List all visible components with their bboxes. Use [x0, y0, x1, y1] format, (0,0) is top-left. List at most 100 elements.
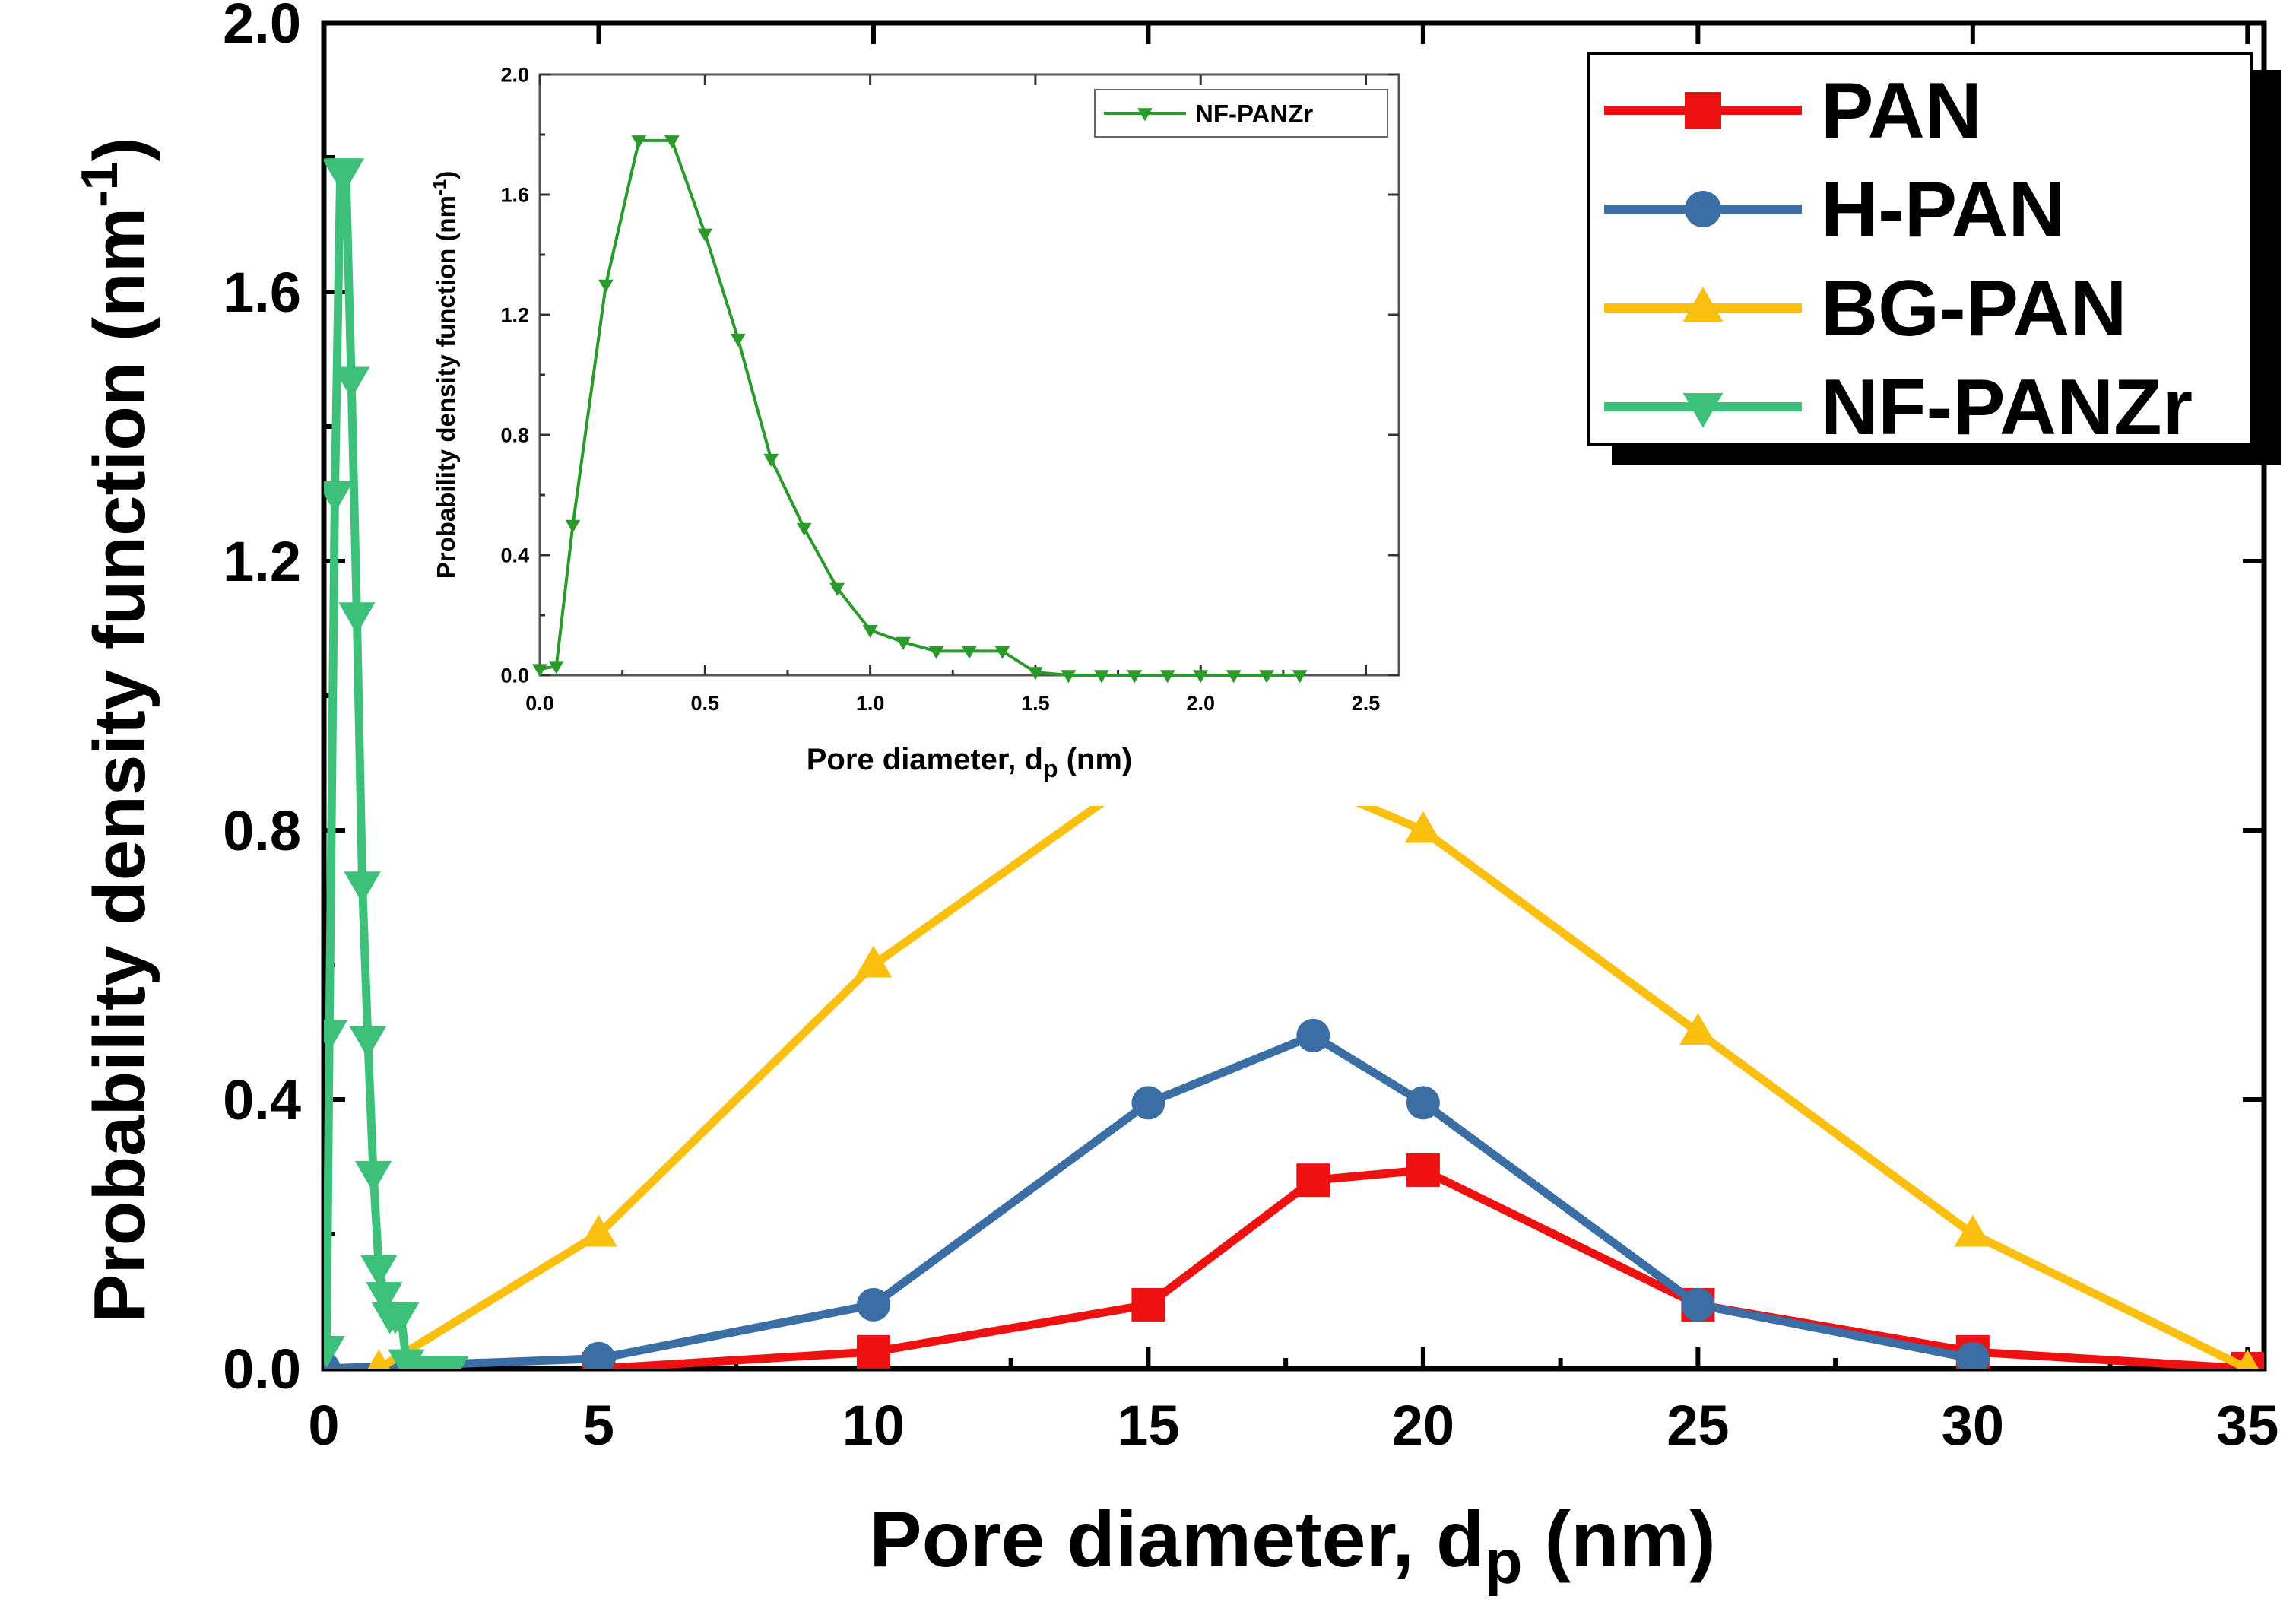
y-tick-label: 0.4 [223, 1068, 301, 1131]
data-point-nf-panzr [1028, 667, 1043, 681]
inset-y-axis-label: Probability density function (nm-1) [430, 171, 460, 579]
data-point-nf-panzr [1259, 670, 1275, 684]
y-tick-label: 0.8 [500, 424, 529, 446]
data-point-h-pan [1131, 1086, 1165, 1120]
data-point-nf-panzr [360, 1255, 398, 1287]
data-point-nf-panzr [829, 582, 845, 596]
data-point-pan [1406, 1153, 1440, 1187]
inset-background [426, 61, 1414, 806]
data-point-h-pan [582, 1341, 616, 1369]
data-point-nf-panzr [338, 602, 376, 635]
data-point-nf-panzr [327, 158, 365, 190]
data-point-nf-panzr [532, 664, 547, 677]
inset-x-axis-label: Pore diameter, dp (nm) [807, 743, 1133, 782]
data-point-nf-panzr [598, 279, 614, 293]
data-point-nf-panzr [366, 1282, 403, 1314]
inset-legend-label: NF-PANZr [1195, 100, 1313, 128]
x-tick-label: 2.5 [1352, 692, 1381, 715]
series-line-h-pan [324, 1031, 1974, 1369]
legend-label: PAN [1821, 67, 1982, 155]
y-tick-label: 0.0 [223, 1337, 301, 1401]
legend-label: BG-PAN [1821, 265, 2127, 353]
legend-marker [1682, 287, 1724, 322]
main-tick-labels: 0 5 10 15 20 25 30 35 0.0 0.4 0.8 1.2 1.6 2.0 [223, 0, 2279, 1457]
y-tick-label: 1.2 [500, 303, 529, 326]
data-point-nf-panzr [1193, 670, 1209, 684]
y-tick-label: 1.6 [223, 261, 301, 324]
data-point-nf-panzr [344, 871, 381, 904]
data-point-nf-panzr [324, 481, 354, 513]
legend-label: NF-PANZr [1821, 363, 2193, 452]
data-point-h-pan [1406, 1086, 1440, 1120]
data-point-bg-pan [1404, 811, 1442, 843]
data-point-nf-panzr [324, 1020, 348, 1052]
y-tick-label: 0.8 [223, 799, 301, 862]
main-x-axis-label: Pore diameter, dp (nm) [869, 1496, 1715, 1597]
x-tick-label: 0.5 [691, 692, 720, 715]
legend-label: H-PAN [1821, 166, 2066, 254]
x-tick-label: 35 [2216, 1394, 2279, 1457]
x-tick-label: 20 [1392, 1394, 1454, 1457]
y-tick-label: 0.0 [500, 664, 529, 687]
y-tick-label: 1.6 [500, 183, 529, 206]
data-point-nf-panzr [896, 636, 911, 650]
data-point-bg-pan [1954, 1214, 1992, 1247]
inset-tick-labels: 0.0 0.5 1.0 1.5 2.0 2.5 0.0 0.4 0.8 1.2 1.6 2.0 [500, 63, 1380, 715]
legend-marker [1685, 191, 1721, 227]
x-tick-label: 5 [583, 1394, 614, 1457]
data-point-bg-pan [855, 945, 893, 978]
data-point-bg-pan [1679, 1013, 1717, 1045]
data-point-nf-panzr [1127, 670, 1143, 684]
data-point-nf-panzr [730, 333, 746, 347]
data-point-nf-panzr [565, 519, 581, 533]
data-point-nf-panzr [332, 366, 370, 399]
data-point-pan [1296, 1163, 1330, 1198]
data-point-nf-panzr [631, 135, 647, 149]
data-point-nf-panzr [1061, 670, 1077, 684]
data-point-nf-panzr [432, 1356, 469, 1369]
x-tick-label: 2.0 [1186, 692, 1215, 715]
data-point-nf-panzr [1292, 670, 1308, 684]
data-point-nf-panzr [994, 646, 1010, 659]
data-point-nf-panzr [763, 453, 779, 467]
x-tick-label: 1.0 [856, 692, 885, 715]
main-legend: PAN H-PAN BG-PAN NF-PANZr [1604, 67, 2193, 452]
data-point-nf-panzr [1159, 670, 1175, 684]
data-point-nf-panzr [324, 1335, 345, 1368]
data-point-pan [856, 1334, 890, 1369]
inset-legend-marker [1137, 108, 1153, 122]
x-tick-label: 10 [842, 1394, 905, 1457]
inset-plot-series [532, 135, 1308, 684]
data-point-nf-panzr [354, 1160, 392, 1193]
series-line-bg-pan [376, 765, 2250, 1369]
data-point-h-pan [1296, 1018, 1330, 1052]
data-point-pan [1131, 1287, 1165, 1322]
data-point-h-pan [1681, 1287, 1715, 1322]
x-tick-label: 0 [308, 1394, 339, 1457]
data-point-h-pan [1955, 1341, 1990, 1369]
data-point-nf-panzr [962, 646, 977, 659]
data-point-nf-panzr [862, 625, 878, 639]
y-tick-label: 2.0 [223, 0, 301, 55]
data-point-nf-panzr [349, 1026, 387, 1058]
y-tick-label: 0.4 [500, 544, 529, 566]
data-point-bg-pan [580, 1214, 617, 1247]
data-point-nf-panzr [697, 228, 713, 242]
series-line-pan [598, 1166, 2248, 1369]
data-point-bg-pan [2236, 1349, 2259, 1369]
data-point-nf-panzr [548, 661, 564, 674]
data-point-nf-panzr [382, 1302, 420, 1334]
x-tick-label: 15 [1117, 1394, 1179, 1457]
data-point-nf-panzr [1226, 670, 1242, 684]
data-point-bg-pan [367, 1349, 390, 1369]
x-tick-label: 0.0 [525, 692, 554, 715]
main-y-axis-label: Probability density function (nm-1) [71, 137, 160, 1322]
legend-marker [1685, 92, 1721, 129]
data-point-nf-panzr [664, 135, 680, 149]
data-point-h-pan [856, 1287, 890, 1322]
legend-marker [1682, 393, 1724, 428]
x-tick-label: 25 [1667, 1394, 1729, 1457]
data-point-nf-panzr [1093, 670, 1109, 684]
y-tick-label: 2.0 [500, 63, 529, 86]
inset-legend: NF-PANZr [1104, 100, 1313, 128]
